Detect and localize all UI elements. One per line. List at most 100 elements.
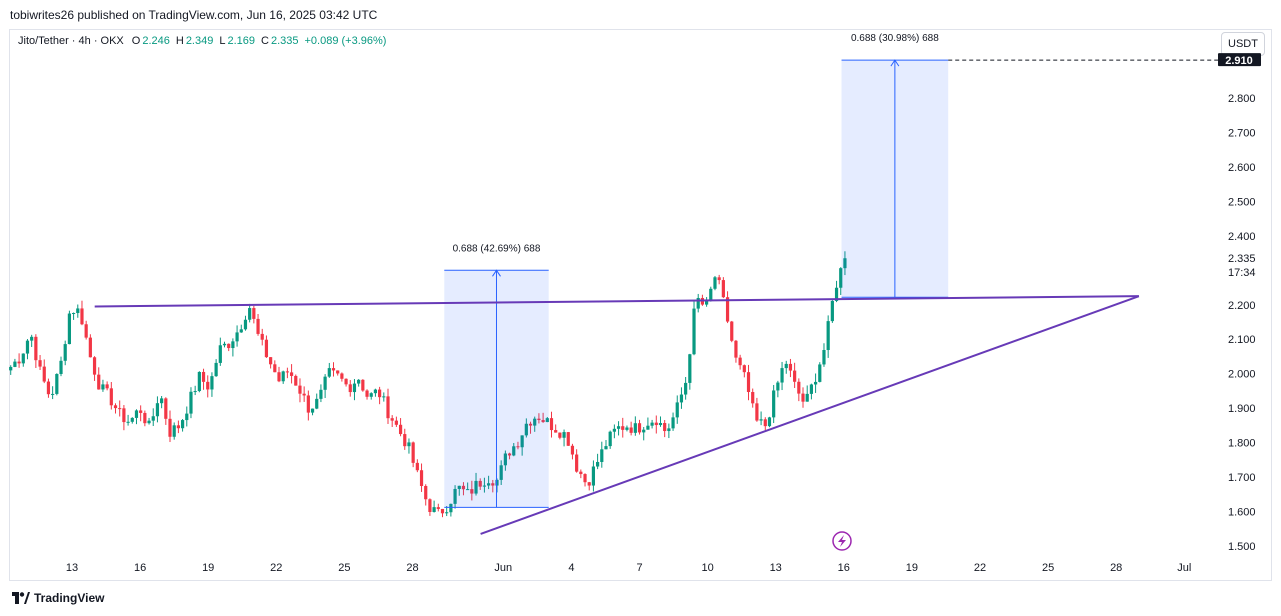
- candle-body: [227, 343, 231, 349]
- candle-body: [784, 363, 788, 369]
- target-price-label: 2.910: [1225, 55, 1253, 67]
- candle-body: [348, 384, 352, 393]
- current-price-label: 2.335: [1228, 253, 1256, 265]
- low-value: 2.169: [227, 35, 255, 47]
- candle-body: [616, 426, 621, 429]
- candle-body: [587, 482, 591, 486]
- candle-body: [51, 393, 55, 395]
- candle-body: [621, 426, 625, 430]
- candle-body: [667, 428, 671, 432]
- candle-body: [419, 470, 424, 486]
- candle-body: [382, 396, 386, 398]
- candle-body: [151, 416, 155, 421]
- x-tick-label: 13: [770, 562, 782, 574]
- countdown-label: 17:34: [1228, 267, 1256, 279]
- x-tick-label: 19: [202, 562, 214, 574]
- candle-body: [67, 313, 71, 345]
- trendline-support: [480, 295, 1140, 535]
- candle-body: [386, 396, 390, 419]
- x-tick-label: Jun: [494, 562, 512, 574]
- candle-body: [834, 287, 839, 301]
- tradingview-logo-icon: [12, 592, 30, 604]
- candle-body: [239, 329, 243, 333]
- candle-body: [97, 374, 101, 390]
- candle-body: [759, 419, 763, 421]
- candle-body: [269, 357, 273, 365]
- candle-body: [231, 341, 235, 349]
- candle-body: [403, 434, 407, 447]
- candle-body: [84, 324, 88, 338]
- x-tick-label: Jul: [1177, 562, 1191, 574]
- candle-body: [679, 394, 684, 403]
- x-tick-label: 7: [636, 562, 642, 574]
- candle-body: [478, 480, 482, 487]
- y-tick-label: 2.800: [1228, 93, 1256, 105]
- candle-body: [378, 389, 382, 398]
- candle-body: [222, 343, 227, 346]
- candles-layer: [9, 251, 847, 518]
- candle-body: [38, 360, 42, 367]
- candle-body: [76, 308, 80, 314]
- candle-body: [507, 453, 512, 456]
- candle-body: [482, 485, 487, 487]
- candle-body: [570, 445, 575, 455]
- candle-body: [512, 446, 516, 456]
- x-tick-label: 19: [906, 562, 918, 574]
- candle-body: [281, 371, 285, 382]
- candle-body: [210, 376, 214, 390]
- candle-body: [398, 424, 403, 435]
- candle-body: [637, 423, 642, 433]
- candle-body: [541, 420, 545, 423]
- y-tick-label: 1.500: [1228, 541, 1256, 553]
- candle-body: [197, 371, 201, 392]
- candle-body: [625, 427, 629, 430]
- candle-body: [495, 479, 499, 486]
- candle-body: [671, 417, 675, 429]
- candle-body: [457, 485, 461, 489]
- open-label: O: [131, 35, 141, 47]
- flash-icon[interactable]: [832, 531, 852, 551]
- candle-body: [801, 393, 805, 402]
- y-tick-label: 2.000: [1228, 369, 1256, 381]
- candle-body: [470, 489, 474, 494]
- candle-body: [126, 421, 130, 423]
- candle-body: [155, 403, 160, 417]
- axes-layer: 2.800 2.700 2.600 2.500 2.400 2.200 2.100 2.000…: [66, 53, 1261, 574]
- candle-body: [440, 508, 445, 514]
- candle-body: [612, 428, 616, 432]
- candle-body: [826, 321, 830, 351]
- target-price-tag: [1218, 53, 1261, 67]
- candle-body: [566, 432, 570, 446]
- candle-body: [713, 277, 717, 289]
- candle-body: [763, 419, 767, 427]
- candle-body: [503, 453, 507, 466]
- candle-body: [361, 379, 365, 391]
- candle-body: [780, 368, 784, 383]
- candle-body: [71, 313, 76, 315]
- candle-body: [805, 393, 809, 402]
- x-tick-label: 28: [406, 562, 418, 574]
- candle-body: [474, 480, 478, 494]
- candle-body: [248, 308, 252, 320]
- x-tick-label: 25: [1042, 562, 1054, 574]
- candle-body: [327, 368, 331, 377]
- candle-body: [46, 381, 51, 395]
- candle-body: [319, 389, 323, 399]
- candle-body: [252, 308, 256, 319]
- candle-body: [533, 418, 537, 426]
- candle-body: [109, 388, 113, 406]
- candle-body: [818, 364, 822, 382]
- candle-body: [558, 432, 562, 438]
- candle-body: [206, 381, 210, 390]
- y-tick-label: 2.400: [1228, 231, 1256, 243]
- x-tick-label: 25: [338, 562, 350, 574]
- symbol-label[interactable]: Jito/Tether · 4h · OKX: [18, 35, 124, 47]
- candle-body: [193, 391, 197, 393]
- candle-body: [101, 384, 105, 390]
- candle-body: [176, 425, 180, 429]
- candle-body: [164, 398, 168, 419]
- measure-label: 0.688 (30.98%) 688: [851, 33, 939, 44]
- candle-body: [767, 417, 772, 427]
- candle-body: [30, 336, 34, 341]
